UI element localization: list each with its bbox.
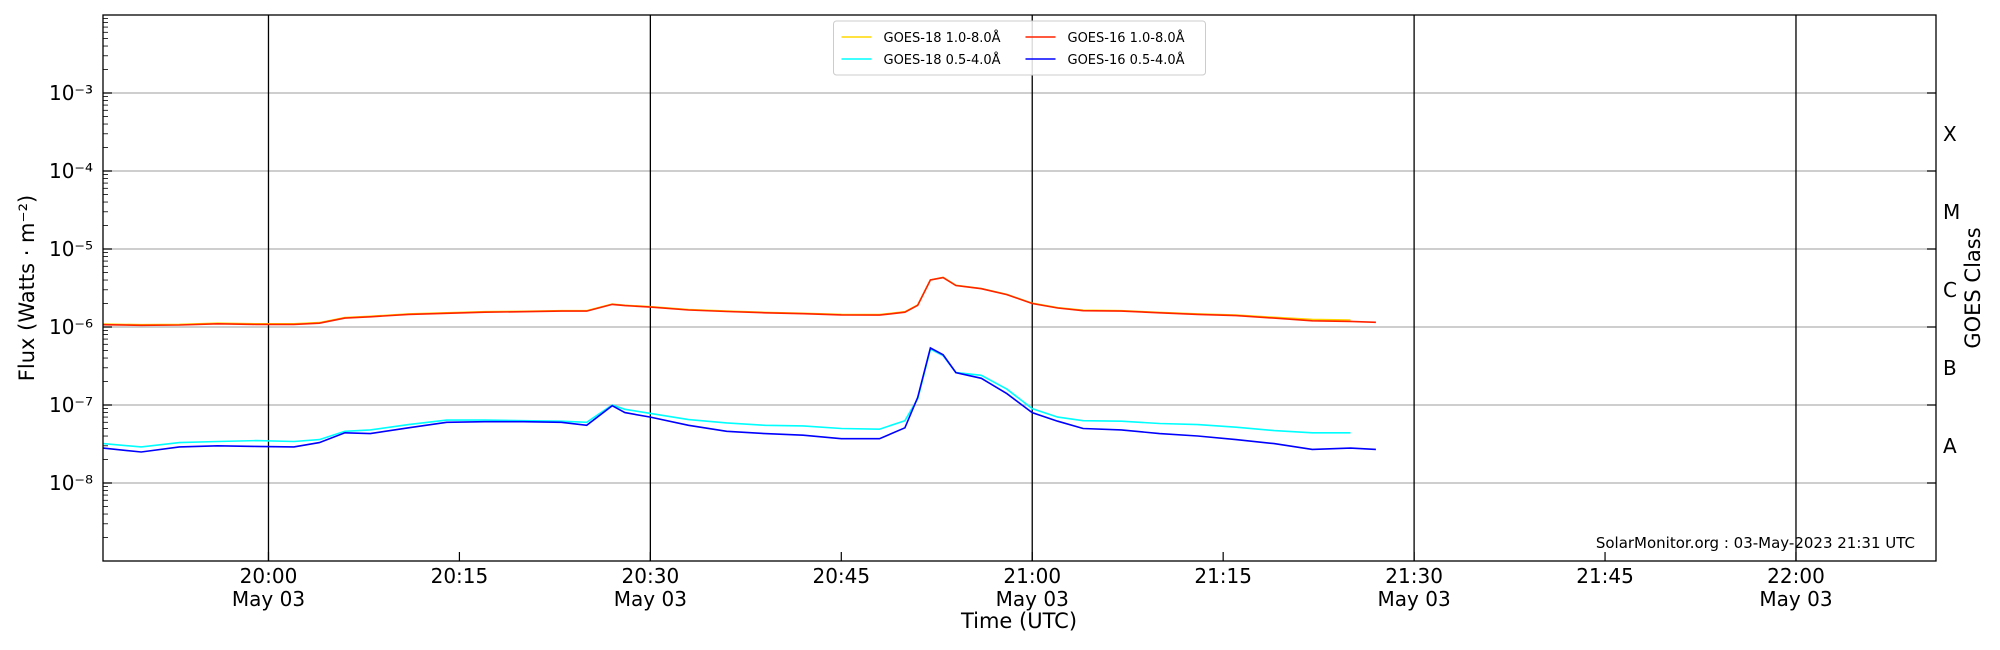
x-axis-label: Time (UTC) (960, 609, 1077, 633)
x-tick-label: 20:15 (431, 564, 489, 588)
series-line (102, 348, 1351, 448)
series-line (102, 346, 1376, 453)
y2-tick-label: A (1943, 434, 1957, 458)
legend-label: GOES-18 1.0-8.0Å (884, 30, 1001, 46)
y-tick-label: 10⁻⁷ (49, 393, 93, 417)
y2-tick-label: M (1943, 200, 1960, 224)
series-line (102, 276, 1351, 326)
plot-frame (102, 14, 1937, 562)
x-tick-label: 21:15 (1194, 564, 1252, 588)
y-tick-label: 10⁻⁸ (49, 471, 93, 495)
legend-box (833, 20, 1206, 76)
x-tick-label: 20:30 (622, 564, 680, 588)
x-tick-date: May 03 (1759, 587, 1832, 611)
y2-tick-label: B (1943, 356, 1957, 380)
x-tick-label: 20:00 (240, 564, 298, 588)
x-tick-label: 20:45 (812, 564, 870, 588)
legend-label: GOES-16 1.0-8.0Å (1068, 30, 1185, 46)
annotation: SolarMonitor.org : 03-May-2023 21:31 UTC (1596, 534, 1915, 552)
y2-tick-label: C (1943, 278, 1957, 302)
x-tick-date: May 03 (232, 587, 305, 611)
y-tick-label: 10⁻³ (49, 81, 93, 105)
y-tick-label: 10⁻⁶ (49, 315, 93, 339)
x-tick-label: 21:30 (1385, 564, 1443, 588)
x-tick-date: May 03 (996, 587, 1069, 611)
legend-label: GOES-18 0.5-4.0Å (884, 52, 1001, 68)
y-tick-label: 10⁻⁴ (49, 159, 93, 183)
y-axis-label: Flux (Watts · m⁻²) (15, 195, 39, 381)
x-tick-label: 22:00 (1767, 564, 1825, 588)
y2-tick-label: X (1943, 122, 1957, 146)
x-tick-date: May 03 (614, 587, 687, 611)
y-tick-label: 10⁻⁵ (49, 237, 93, 261)
series-line (102, 276, 1376, 327)
x-tick-date: May 03 (1378, 587, 1451, 611)
x-tick-label: 21:45 (1576, 564, 1634, 588)
legend-label: GOES-16 0.5-4.0Å (1068, 52, 1185, 68)
x-tick-label: 21:00 (1003, 564, 1061, 588)
y2-axis-label: GOES Class (1961, 227, 1985, 348)
